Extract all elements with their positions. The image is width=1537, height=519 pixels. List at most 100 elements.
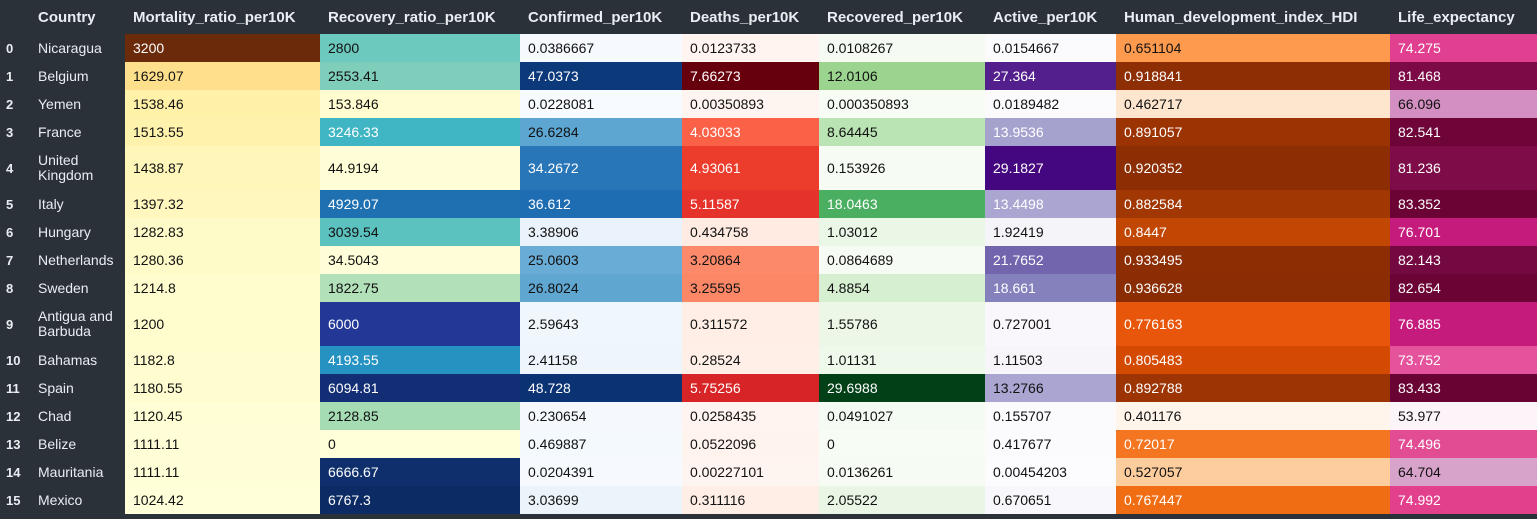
row-index: 7: [0, 246, 30, 274]
cell-recovered: 0.0864689: [819, 246, 985, 274]
row-index: 2: [0, 90, 30, 118]
cell-deaths: 0.00227101: [682, 458, 819, 486]
cell-hdi: 0.462717: [1116, 90, 1390, 118]
cell-deaths: 0.434758: [682, 218, 819, 246]
table-row: 10 Bahamas 1182.8 4193.55 2.41158 0.28524 1.01…: [0, 346, 1537, 374]
cell-hdi: 0.918841: [1116, 62, 1390, 90]
cell-recovered: 0.000350893: [819, 90, 985, 118]
cell-active: 21.7652: [985, 246, 1116, 274]
cell-active: 0.00454203: [985, 458, 1116, 486]
cell-recovery-ratio: 6767.3: [320, 486, 520, 514]
cell-life-expectancy: 81.236: [1390, 146, 1537, 190]
cell-deaths: 0.311116: [682, 486, 819, 514]
cell-recovery-ratio: 4929.07: [320, 190, 520, 218]
cell-life-expectancy: 74.992: [1390, 486, 1537, 514]
table-row: 12 Chad 1120.45 2128.85 0.230654 0.0258435 0.0…: [0, 402, 1537, 430]
cell-deaths: 5.11587: [682, 190, 819, 218]
column-header-recovery-ratio: Recovery_ratio_per10K: [320, 0, 520, 34]
cell-life-expectancy: 82.143: [1390, 246, 1537, 274]
cell-active: 0.670651: [985, 486, 1116, 514]
cell-active: 13.4498: [985, 190, 1116, 218]
cell-recovered: 29.6988: [819, 374, 985, 402]
cell-confirmed: 36.612: [520, 190, 682, 218]
table-row: 2 Yemen 1538.46 153.846 0.0228081 0.00350893 0…: [0, 90, 1537, 118]
cell-recovered: 0.0108267: [819, 34, 985, 62]
table-row: 7 Netherlands 1280.36 34.5043 25.0603 3.20864…: [0, 246, 1537, 274]
cell-mortality-ratio: 1629.07: [125, 62, 320, 90]
cell-recovery-ratio: 2800: [320, 34, 520, 62]
table-row: 0 Nicaragua 3200 2800 0.0386667 0.0123733 0.01…: [0, 34, 1537, 62]
cell-mortality-ratio: 1513.55: [125, 118, 320, 146]
row-country-label: Mexico: [30, 486, 125, 514]
row-index: 9: [0, 302, 30, 346]
row-index: 14: [0, 458, 30, 486]
table-row: 8 Sweden 1214.8 1822.75 26.8024 3.25595 4.8854…: [0, 274, 1537, 302]
row-country-label: Yemen: [30, 90, 125, 118]
cell-hdi: 0.767447: [1116, 486, 1390, 514]
cell-recovery-ratio: 2128.85: [320, 402, 520, 430]
cell-mortality-ratio: 1280.36: [125, 246, 320, 274]
row-index: 11: [0, 374, 30, 402]
cell-confirmed: 48.728: [520, 374, 682, 402]
cell-deaths: 0.311572: [682, 302, 819, 346]
table-row: 15 Mexico 1024.42 6767.3 3.03699 0.311116 2.05…: [0, 486, 1537, 514]
cell-recovered: 1.03012: [819, 218, 985, 246]
row-country-label: Italy: [30, 190, 125, 218]
cell-active: 29.1827: [985, 146, 1116, 190]
table-row: 13 Belize 1111.11 0 0.469887 0.0522096 0 0.4176…: [0, 430, 1537, 458]
column-header-confirmed: Confirmed_per10K: [520, 0, 682, 34]
cell-active: 18.661: [985, 274, 1116, 302]
cell-hdi: 0.891057: [1116, 118, 1390, 146]
table-body: 0 Nicaragua 3200 2800 0.0386667 0.0123733 0.01…: [0, 34, 1537, 514]
cell-confirmed: 0.0386667: [520, 34, 682, 62]
row-country-label: Chad: [30, 402, 125, 430]
cell-deaths: 0.00350893: [682, 90, 819, 118]
cell-hdi: 0.8447: [1116, 218, 1390, 246]
table-row: 14 Mauritania 1111.11 6666.67 0.0204391 0.002…: [0, 458, 1537, 486]
cell-recovery-ratio: 6000: [320, 302, 520, 346]
cell-life-expectancy: 76.701: [1390, 218, 1537, 246]
cell-mortality-ratio: 1214.8: [125, 274, 320, 302]
column-header-life-expectancy: Life_expectancy: [1390, 0, 1537, 34]
cell-confirmed: 0.469887: [520, 430, 682, 458]
column-header-country: Country: [30, 0, 125, 34]
table-row: 3 France 1513.55 3246.33 26.6284 4.03033 8.644…: [0, 118, 1537, 146]
cell-recovery-ratio: 4193.55: [320, 346, 520, 374]
row-country-label: Belize: [30, 430, 125, 458]
cell-hdi: 0.882584: [1116, 190, 1390, 218]
cell-confirmed: 25.0603: [520, 246, 682, 274]
cell-confirmed: 3.38906: [520, 218, 682, 246]
cell-recovery-ratio: 34.5043: [320, 246, 520, 274]
cell-recovered: 2.05522: [819, 486, 985, 514]
table-row: 6 Hungary 1282.83 3039.54 3.38906 0.434758 1.0…: [0, 218, 1537, 246]
cell-active: 27.364: [985, 62, 1116, 90]
cell-hdi: 0.651104: [1116, 34, 1390, 62]
cell-deaths: 3.25595: [682, 274, 819, 302]
cell-recovered: 4.8854: [819, 274, 985, 302]
cell-recovery-ratio: 6094.81: [320, 374, 520, 402]
row-index: 1: [0, 62, 30, 90]
cell-mortality-ratio: 1111.11: [125, 458, 320, 486]
index-header: [0, 0, 30, 34]
column-header-active: Active_per10K: [985, 0, 1116, 34]
row-country-label: Netherlands: [30, 246, 125, 274]
row-country-label: United Kingdom: [30, 146, 125, 190]
cell-mortality-ratio: 1438.87: [125, 146, 320, 190]
header-row: Country Mortality_ratio_per10K Recovery_…: [0, 0, 1537, 34]
row-index: 12: [0, 402, 30, 430]
cell-recovered: 18.0463: [819, 190, 985, 218]
cell-active: 0.727001: [985, 302, 1116, 346]
cell-active: 0.0189482: [985, 90, 1116, 118]
column-header-hdi: Human_development_index_HDI: [1116, 0, 1390, 34]
cell-active: 13.9536: [985, 118, 1116, 146]
row-index: 6: [0, 218, 30, 246]
cell-active: 1.11503: [985, 346, 1116, 374]
cell-mortality-ratio: 1282.83: [125, 218, 320, 246]
cell-active: 13.2766: [985, 374, 1116, 402]
row-index: 8: [0, 274, 30, 302]
cell-active: 1.92419: [985, 218, 1116, 246]
cell-recovered: 8.64445: [819, 118, 985, 146]
row-index: 10: [0, 346, 30, 374]
cell-deaths: 0.0258435: [682, 402, 819, 430]
